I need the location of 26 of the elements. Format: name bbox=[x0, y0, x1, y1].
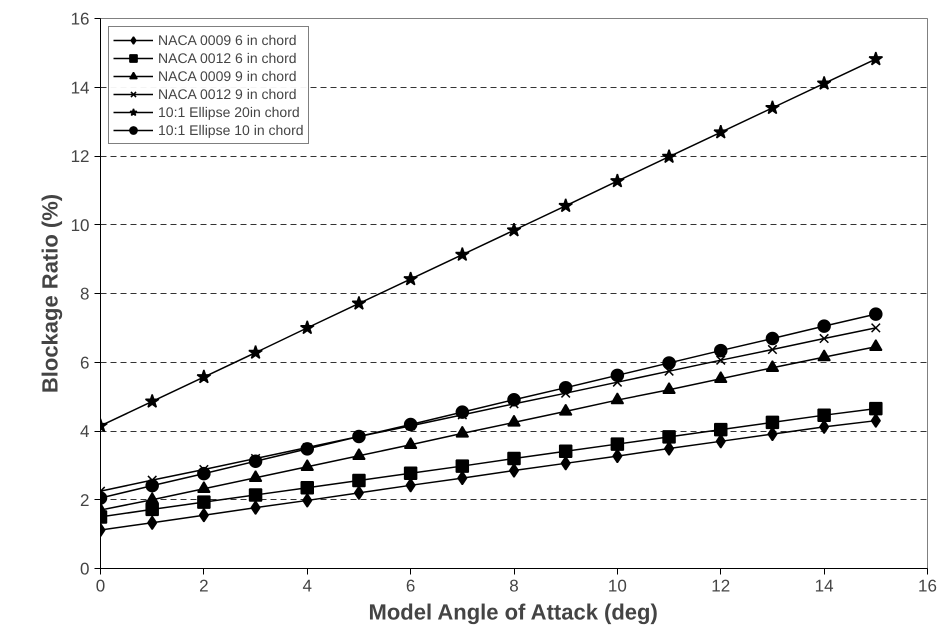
legend-label: NACA 0012 6 in chord bbox=[158, 49, 297, 67]
legend-label: NACA 0009 9 in chord bbox=[158, 67, 297, 85]
x-tick-label: 6 bbox=[406, 576, 416, 596]
y-tick-label: 4 bbox=[80, 422, 90, 441]
x-tick-label: 12 bbox=[711, 576, 730, 596]
x-tick-label: 0 bbox=[96, 576, 106, 596]
x-tick-label: 4 bbox=[302, 576, 312, 596]
legend-label: NACA 0009 6 in chord bbox=[158, 31, 297, 49]
legend-label: NACA 0012 9 in chord bbox=[158, 85, 297, 103]
y-tick-label: 6 bbox=[80, 353, 90, 372]
y-tick-label: 12 bbox=[70, 147, 90, 166]
y-axis-title: Blockage Ratio (%) bbox=[38, 194, 63, 394]
x-tick-label: 10 bbox=[608, 576, 627, 596]
y-tick-label: 14 bbox=[70, 78, 90, 98]
x-tick-label: 16 bbox=[918, 576, 937, 596]
x-axis-title: Model Angle of Attack (deg) bbox=[368, 600, 658, 624]
y-tick-label: 16 bbox=[70, 10, 90, 28]
x-tick-label: 2 bbox=[199, 576, 209, 596]
x-tick-label: 14 bbox=[814, 576, 834, 596]
y-tick-label: 0 bbox=[80, 560, 90, 578]
x-tick-label: 8 bbox=[509, 576, 519, 596]
legend-label: 10:1 Ellipse 20in chord bbox=[158, 103, 300, 121]
y-tick-label: 2 bbox=[80, 490, 90, 510]
y-tick-label: 10 bbox=[70, 216, 90, 235]
y-tick-label: 8 bbox=[80, 284, 90, 304]
legend-label: 10:1 Ellipse 10 in chord bbox=[158, 121, 304, 139]
